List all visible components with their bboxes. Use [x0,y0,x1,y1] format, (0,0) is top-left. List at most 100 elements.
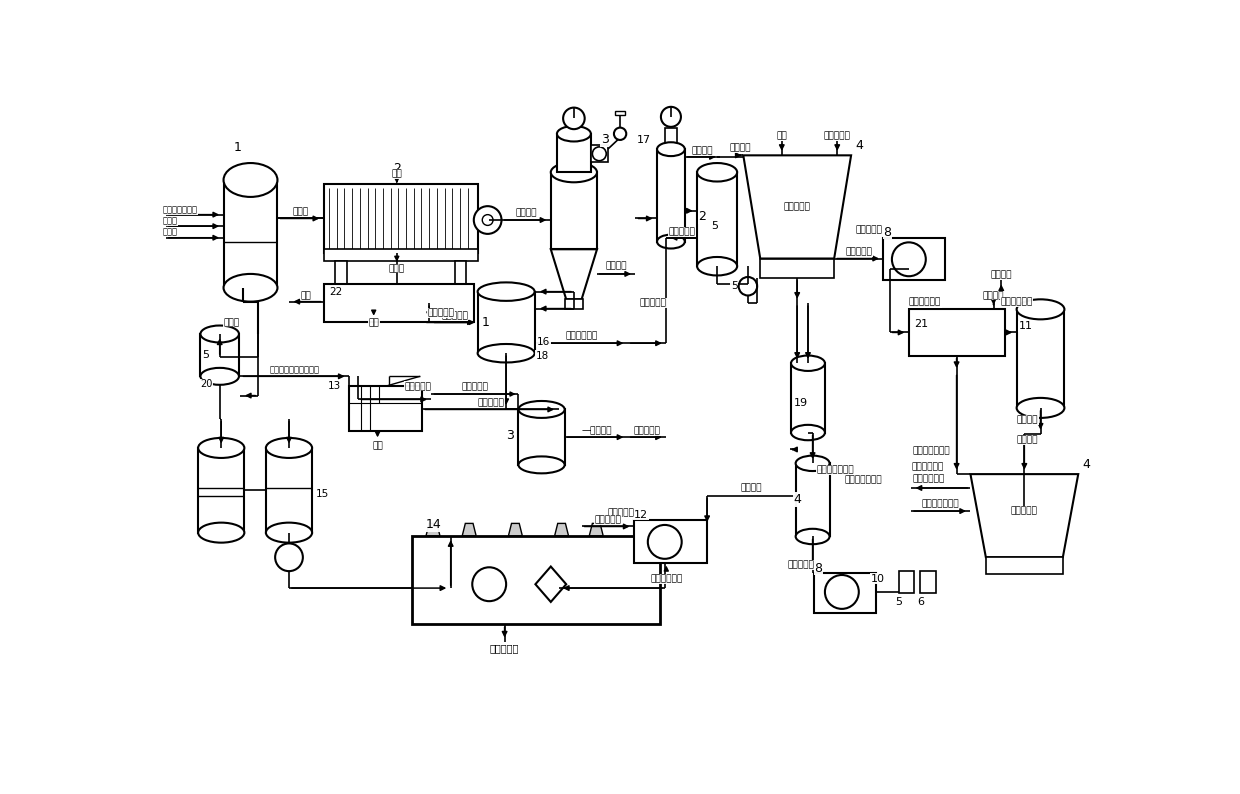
Circle shape [275,543,303,571]
Text: 2: 2 [393,162,401,175]
Text: 废渣: 废渣 [368,318,379,327]
Polygon shape [743,156,851,259]
Ellipse shape [557,126,590,141]
Bar [615,110,625,114]
Text: 洗渣水: 洗渣水 [388,264,405,273]
Bar [564,299,583,309]
Circle shape [614,128,626,140]
Bar [412,536,660,624]
Ellipse shape [1017,299,1064,319]
Text: 洗涤后去离子水: 洗涤后去离子水 [816,466,854,475]
Text: 二次结晶槽: 二次结晶槽 [1011,507,1038,515]
Bar [1017,310,1064,408]
Circle shape [661,107,681,127]
Text: 二次结晶母液: 二次结晶母液 [913,474,945,484]
Text: 压滤液液: 压滤液液 [516,209,537,218]
Circle shape [892,242,926,276]
Text: 6: 6 [916,597,924,607]
Text: 第一母后液: 第一母后液 [608,508,634,517]
Ellipse shape [201,326,239,342]
Bar [883,237,945,280]
Text: 去离子水: 去离子水 [740,484,761,492]
Text: 3: 3 [506,429,513,442]
Text: 硝酸钾成品: 硝酸钾成品 [490,643,520,653]
Polygon shape [427,523,440,536]
Polygon shape [554,523,568,536]
Polygon shape [463,523,476,536]
Text: 洗涤后去离子水: 洗涤后去离子水 [921,499,960,508]
Text: 运明硝酸钾体: 运明硝酸钾体 [650,574,682,584]
Text: 一次沉后硝: 一次沉后硝 [856,225,882,234]
Ellipse shape [796,456,830,471]
Bar [455,261,466,284]
Bar [899,571,914,592]
Text: 5: 5 [895,597,903,607]
Text: 14: 14 [427,518,441,531]
Text: 洗涤后去离子水: 洗涤后去离子水 [913,446,950,456]
Text: 二滤洗后液: 二滤洗后液 [668,227,696,236]
Ellipse shape [791,356,825,371]
Bar [796,464,830,537]
Polygon shape [508,523,522,536]
Bar [198,448,244,533]
Text: 废盐: 废盐 [372,441,383,450]
Bar [590,145,608,162]
Bar [201,334,239,376]
Text: 二次换漂水: 二次换漂水 [823,132,851,141]
Circle shape [474,206,501,234]
Text: 稀硝酸钾溶液: 稀硝酸钾溶液 [909,297,941,306]
Bar [657,149,684,241]
Text: 氯化钾: 氯化钾 [162,216,177,225]
Ellipse shape [518,457,564,473]
Text: 5: 5 [202,350,210,360]
Text: 4: 4 [1083,458,1090,472]
Text: 13: 13 [329,380,341,391]
Text: 清水: 清水 [776,132,787,141]
Text: 1: 1 [481,316,490,329]
Text: 一次结晶母液: 一次结晶母液 [565,332,598,341]
Text: 1: 1 [233,141,242,154]
Text: 二次晶浆: 二次晶浆 [1017,416,1038,425]
Ellipse shape [223,163,278,197]
Circle shape [825,575,859,609]
Text: 二次洗盐水: 二次洗盐水 [463,383,489,391]
Circle shape [482,214,494,225]
Bar [518,410,564,464]
Text: 二次晶浆: 二次晶浆 [1017,436,1038,445]
Text: 4: 4 [854,139,863,152]
Bar [920,571,936,592]
Text: 二次晶浆: 二次晶浆 [1017,416,1038,425]
Text: 一次洗盐水: 一次洗盐水 [441,312,467,321]
Text: 一次晶浆: 一次晶浆 [605,262,627,271]
Ellipse shape [198,522,244,542]
Text: 4: 4 [794,493,801,506]
Text: 废渣: 废渣 [300,291,311,300]
Text: 20: 20 [201,379,213,389]
Text: 二滤洗后液: 二滤洗后液 [640,299,666,308]
Circle shape [472,567,506,601]
Text: 滤水: 滤水 [392,169,402,179]
Bar [815,572,875,613]
Text: 配料液: 配料液 [162,228,177,237]
Ellipse shape [1017,398,1064,418]
Ellipse shape [201,368,239,385]
Text: 2: 2 [698,210,707,223]
Text: 二次洗后硝: 二次洗后硝 [787,561,815,569]
Bar [909,310,1006,356]
Circle shape [647,525,682,559]
Bar [697,172,737,266]
Bar [791,363,825,433]
Text: 8: 8 [883,225,892,239]
Bar [557,133,590,172]
Ellipse shape [697,163,737,182]
Bar [265,448,312,533]
Polygon shape [536,567,567,602]
Text: 一滤洗后液: 一滤洗后液 [634,426,661,435]
Ellipse shape [551,162,596,183]
Ellipse shape [477,283,534,301]
Polygon shape [589,523,603,536]
Text: 一滤洗水: 一滤洗水 [729,143,751,152]
Bar [324,249,477,261]
Bar [324,284,474,322]
Bar [477,291,536,353]
